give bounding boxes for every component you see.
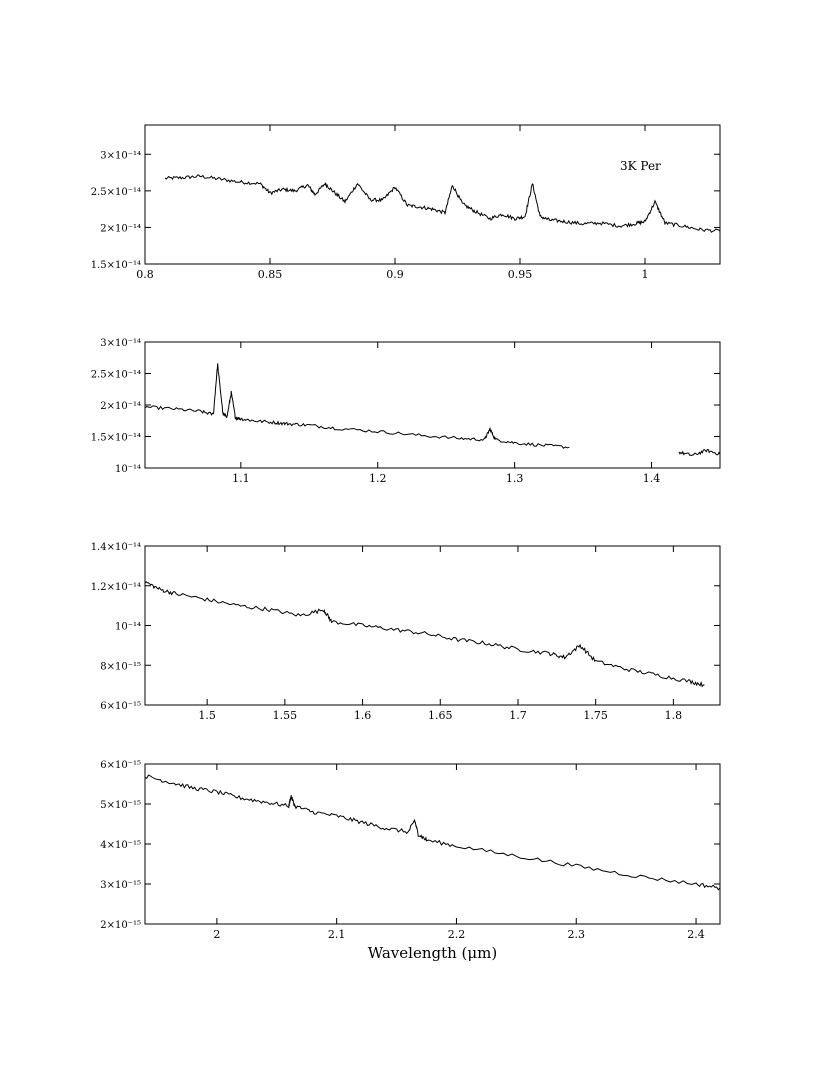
y-tick-label: 10⁻¹⁴: [115, 622, 141, 633]
x-tick-label: 1.75: [583, 709, 608, 722]
y-tick-label: 1.5×10⁻¹⁴: [91, 260, 141, 271]
spectrum-line-2: [678, 448, 721, 457]
x-tick-label: 1.2: [369, 472, 387, 485]
y-tick-label: 3×10⁻¹⁴: [100, 338, 141, 349]
x-tick-label: 0.8: [136, 268, 154, 281]
x-tick-label: 1.65: [428, 709, 453, 722]
spectrum-panel-4: 2 2.1 2.2 2.3 2.4 2×10⁻¹⁵ 3×10⁻¹⁵ 4×10⁻¹⁵ 5×10⁻¹…: [100, 760, 721, 962]
y-tick-label: 8×10⁻¹⁵: [100, 661, 141, 672]
x-tick-label: 1.1: [232, 472, 250, 485]
y-tick-label: 4×10⁻¹⁵: [100, 840, 141, 851]
x-tick-label: 0.85: [258, 268, 283, 281]
x-tick-label: 2: [213, 928, 220, 941]
object-annotation: 3K Per: [620, 159, 661, 173]
y-tick-label: 6×10⁻¹⁵: [100, 760, 141, 771]
y-tick-label: 2.5×10⁻¹⁴: [91, 370, 141, 381]
y-tick-label: 1.2×10⁻¹⁴: [91, 582, 141, 593]
x-tick-label: 2.4: [687, 928, 705, 941]
x-tick-label: 1.5: [198, 709, 216, 722]
spectrum-panel-3: 1.5 1.55 1.6 1.65 1.7 1.75 1.8 6×10⁻¹⁵ 8×10⁻¹⁵ 10…: [91, 542, 721, 722]
spectrum-panel-1: 0.8 0.85 0.9 0.95 1 1.5×10⁻¹⁴ 2×10⁻¹⁴ 2.5×10⁻¹⁴…: [91, 124, 721, 281]
y-tick-label: 1.4×10⁻¹⁴: [91, 542, 141, 553]
spectrum-line-1: [164, 174, 721, 233]
spectrum-line-1: [144, 581, 705, 688]
plot-frame: [144, 124, 721, 265]
x-tick-label: 1.4: [643, 472, 661, 485]
x-tick-label: 1.6: [354, 709, 372, 722]
y-tick-label: 10⁻¹⁴: [115, 464, 141, 475]
y-tick-label: 3×10⁻¹⁵: [100, 880, 141, 891]
y-tick-label: 2×10⁻¹⁴: [100, 401, 141, 412]
spectrum-line-1: [144, 363, 570, 449]
x-tick-label: 1.55: [273, 709, 298, 722]
x-tick-label: 1.3: [506, 472, 524, 485]
x-tick-label: 1.7: [509, 709, 527, 722]
y-tick-label: 6×10⁻¹⁵: [100, 701, 141, 712]
y-tick-label: 2.5×10⁻¹⁴: [91, 187, 141, 198]
spectrum-panel-2: 1.1 1.2 1.3 1.4 10⁻¹⁴ 1.5×10⁻¹⁴ 2×10⁻¹⁴ 2.5×10⁻…: [91, 338, 721, 485]
x-tick-label: 2.3: [568, 928, 586, 941]
x-tick-label: 1.8: [665, 709, 683, 722]
plot-frame: [144, 341, 721, 469]
x-tick-label: 0.9: [386, 268, 404, 281]
spectrum-line-1: [144, 774, 721, 891]
y-tick-label: 5×10⁻¹⁵: [100, 800, 141, 811]
x-tick-label: 2.1: [328, 928, 346, 941]
y-tick-label: 2×10⁻¹⁵: [100, 920, 141, 931]
y-tick-label: 2×10⁻¹⁴: [100, 223, 141, 234]
plot-frame: [144, 545, 721, 706]
y-tick-label: 1.5×10⁻¹⁴: [91, 433, 141, 444]
x-tick-label: 1: [642, 268, 649, 281]
x-axis-label: Wavelength (μm): [368, 944, 497, 962]
x-tick-label: 2.2: [448, 928, 466, 941]
x-tick-label: 0.95: [508, 268, 533, 281]
plot-frame: [144, 763, 721, 925]
y-tick-label: 3×10⁻¹⁴: [100, 150, 141, 161]
